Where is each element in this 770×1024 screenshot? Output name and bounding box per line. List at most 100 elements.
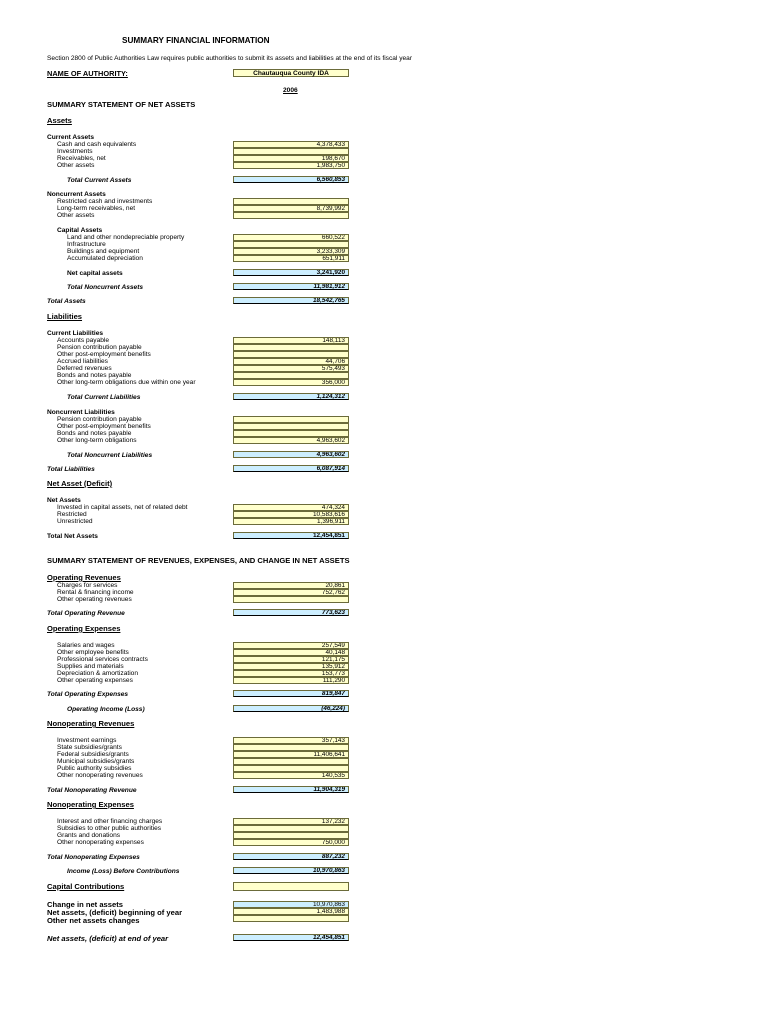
other-nonop-rev-field[interactable]: 140,535 <box>233 772 349 779</box>
ope-nc-field[interactable] <box>233 423 349 430</box>
total-nonop-exp-label: Total Nonoperating Expenses <box>47 854 140 861</box>
land-field[interactable]: 660,522 <box>233 234 349 241</box>
pension-payable-field[interactable] <box>233 344 349 351</box>
total-net-assets-label: Total Net Assets <box>47 533 98 540</box>
accounts-payable-field[interactable]: 148,113 <box>233 337 349 344</box>
net-assets-subheading: Net Assets <box>47 497 81 504</box>
deferred-revenues-field[interactable]: 575,493 <box>233 365 349 372</box>
beginning-net-assets-field[interactable]: 1,483,988 <box>233 908 349 915</box>
operating-income-label: Operating Income (Loss) <box>67 706 145 713</box>
restricted-cash-field[interactable] <box>233 198 349 205</box>
receivables-field[interactable]: 198,670 <box>233 155 349 162</box>
beginning-net-assets-label: Net assets, (deficit) beginning of year <box>47 908 183 917</box>
depreciation-field[interactable]: 153,773 <box>233 670 349 677</box>
total-current-liabilities-field: 1,124,312 <box>233 393 349 400</box>
total-current-assets-label: Total Current Assets <box>67 177 132 184</box>
total-op-rev-label: Total Operating Revenue <box>47 610 125 617</box>
operating-income-field: (46,224) <box>233 705 349 712</box>
invested-capital-field[interactable]: 474,324 <box>233 504 349 511</box>
total-current-assets-field: 6,560,853 <box>233 176 349 183</box>
other-op-exp-label: Other operating expenses <box>57 677 133 684</box>
longterm-receivables-label: Long-term receivables, net <box>57 205 136 212</box>
unrestricted-field[interactable]: 1,396,911 <box>233 518 349 525</box>
capital-contributions-field[interactable] <box>233 882 349 891</box>
liabilities-heading: Liabilities <box>47 312 83 321</box>
other-op-rev-field[interactable] <box>233 596 349 603</box>
federal-subsidies-field[interactable]: 11,406,641 <box>233 751 349 758</box>
revenues-statement-title: SUMMARY STATEMENT OF REVENUES, EXPENSES,… <box>47 556 350 565</box>
unrestricted-label: Unrestricted <box>57 518 93 525</box>
professional-services-field[interactable]: 121,175 <box>233 656 349 663</box>
ope-nc-label: Other post-employment benefits <box>57 423 151 430</box>
municipal-subsidies-field[interactable] <box>233 758 349 765</box>
nonoperating-revenues-heading: Nonoperating Revenues <box>47 719 135 728</box>
net-capital-assets-label: Net capital assets <box>67 270 123 277</box>
cash-label: Cash and cash equivalents <box>57 141 137 148</box>
receivables-label: Receivables, net <box>57 155 106 162</box>
year-label: 2006 <box>283 87 298 94</box>
supplies-field[interactable]: 135,912 <box>233 663 349 670</box>
total-noncurrent-liabilities-label: Total Noncurrent Liabilities <box>67 452 153 459</box>
rental-label: Rental & financing income <box>57 589 134 596</box>
other-lt-obligations-field[interactable]: 356,000 <box>233 379 349 386</box>
other-noncurrent-assets-field[interactable] <box>233 212 349 219</box>
total-liabilities-field: 6,087,914 <box>233 465 349 472</box>
bonds-payable-label: Bonds and notes payable <box>57 372 132 379</box>
charges-field[interactable]: 20,861 <box>233 582 349 589</box>
restricted-label: Restricted <box>57 511 87 518</box>
other-net-assets-changes-field[interactable] <box>233 915 349 922</box>
total-op-exp-label: Total Operating Expenses <box>47 691 129 698</box>
accumulated-depreciation-field[interactable]: 651,911 <box>233 255 349 262</box>
other-nonop-exp-field[interactable]: 750,000 <box>233 839 349 846</box>
salaries-label: Salaries and wages <box>57 642 115 649</box>
pension-nc-label: Pension contribution payable <box>57 416 142 423</box>
change-net-assets-label: Change in net assets <box>47 900 123 909</box>
subsidies-other-field[interactable] <box>233 825 349 832</box>
grants-field[interactable] <box>233 832 349 839</box>
buildings-field[interactable]: 3,233,309 <box>233 248 349 255</box>
authority-name-field[interactable]: Chautauqua County IDA <box>233 69 349 77</box>
total-nonop-rev-label: Total Nonoperating Revenue <box>47 787 137 794</box>
investments-field[interactable] <box>233 148 349 155</box>
investment-earnings-field[interactable]: 357,143 <box>233 737 349 744</box>
longterm-receivables-field[interactable]: 8,739,992 <box>233 205 349 212</box>
other-nc-obligations-field[interactable]: 4,963,602 <box>233 437 349 444</box>
other-nonop-exp-label: Other nonoperating expenses <box>57 839 144 846</box>
infrastructure-field[interactable] <box>233 241 349 248</box>
other-noncurrent-assets-label: Other assets <box>57 212 95 219</box>
accumulated-depreciation-label: Accumulated depreciation <box>67 255 143 262</box>
total-current-liabilities-label: Total Current Liabilities <box>67 394 141 401</box>
investments-label: Investments <box>57 148 93 155</box>
cash-field[interactable]: 4,378,433 <box>233 141 349 148</box>
accrued-liabilities-field[interactable]: 44,706 <box>233 358 349 365</box>
total-nonop-rev-field: 11,904,319 <box>233 786 349 793</box>
income-before-contributions-label: Income (Loss) Before Contributions <box>67 868 180 875</box>
bonds-payable-field[interactable] <box>233 372 349 379</box>
benefits-field[interactable]: 40,148 <box>233 649 349 656</box>
other-assets-field[interactable]: 1,983,750 <box>233 162 349 169</box>
other-op-exp-field[interactable]: 111,290 <box>233 677 349 684</box>
change-net-assets-field: 10,970,863 <box>233 901 349 908</box>
restricted-field[interactable]: 10,583,616 <box>233 511 349 518</box>
salaries-field[interactable]: 257,549 <box>233 642 349 649</box>
ope-benefits-field[interactable] <box>233 351 349 358</box>
bonds-nc-field[interactable] <box>233 430 349 437</box>
other-assets-label: Other assets <box>57 162 95 169</box>
rental-field[interactable]: 752,762 <box>233 589 349 596</box>
net-asset-heading: Net Asset (Deficit) <box>47 479 113 488</box>
income-before-contributions-field: 10,970,863 <box>233 867 349 874</box>
professional-services-label: Professional services contracts <box>57 656 148 663</box>
interest-field[interactable]: 137,232 <box>233 818 349 825</box>
authority-label: NAME OF AUTHORITY: <box>47 69 128 78</box>
benefits-label: Other employee benefits <box>57 649 129 656</box>
pension-nc-field[interactable] <box>233 416 349 423</box>
public-authority-subsidies-field[interactable] <box>233 765 349 772</box>
deferred-revenues-label: Deferred revenues <box>57 365 112 372</box>
operating-revenues-heading: Operating Revenues <box>47 573 121 582</box>
other-op-rev-label: Other operating revenues <box>57 596 132 603</box>
infrastructure-label: Infrastructure <box>67 241 106 248</box>
other-net-assets-changes-label: Other net assets changes <box>47 916 140 925</box>
total-op-rev-field: 773,623 <box>233 609 349 616</box>
municipal-subsidies-label: Municipal subsidies/grants <box>57 758 135 765</box>
state-subsidies-field[interactable] <box>233 744 349 751</box>
